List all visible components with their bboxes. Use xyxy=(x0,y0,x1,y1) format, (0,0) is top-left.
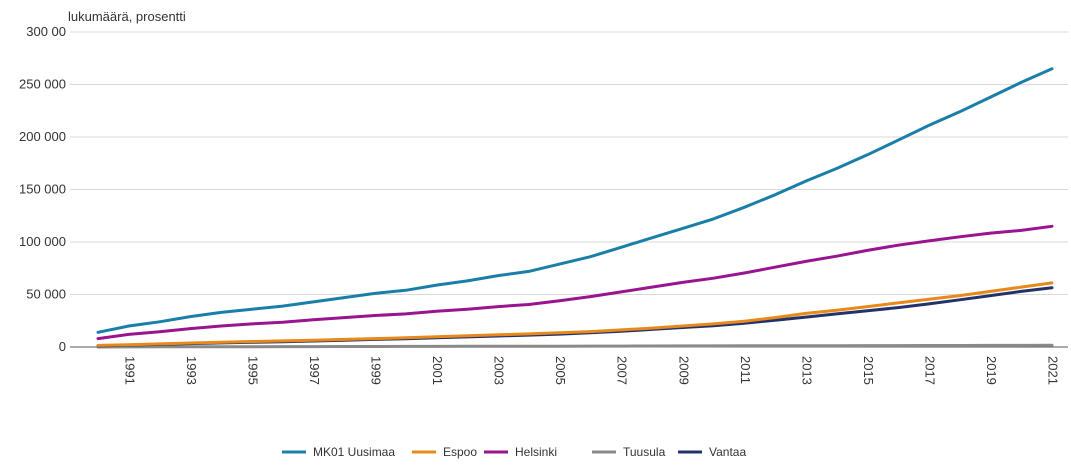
series-line-mk01-uusimaa xyxy=(96,67,1054,334)
x-tick-label: 1993 xyxy=(184,356,199,385)
x-tick-label: 1997 xyxy=(307,356,322,385)
legend-item-mk01-uusimaa[interactable]: MK01 Uusimaa xyxy=(282,445,395,459)
x-tick-label: 2019 xyxy=(984,356,999,385)
y-tick-label: 150 000 xyxy=(19,182,66,197)
series-line-espoo xyxy=(96,281,1054,347)
series-line-vantaa xyxy=(96,286,1054,348)
x-tick-label: 2001 xyxy=(430,356,445,385)
x-tick-label: 1991 xyxy=(122,356,137,385)
legend-item-vantaa[interactable]: Vantaa xyxy=(678,445,746,459)
x-tick-label: 2015 xyxy=(861,356,876,385)
legend: MK01 Uusimaa Espoo Helsinki Tuusula Vantaa xyxy=(282,445,746,459)
x-tick-label: 2009 xyxy=(676,356,691,385)
legend-label: Helsinki xyxy=(515,445,557,459)
y-tick-label: 0 xyxy=(59,339,66,354)
series-lines xyxy=(96,67,1054,349)
x-tick-label: 1995 xyxy=(245,356,260,385)
y-tick-label: 50 000 xyxy=(26,287,66,302)
legend-label: Vantaa xyxy=(709,445,746,459)
x-tick-label: 2013 xyxy=(799,356,814,385)
legend-label: MK01 Uusimaa xyxy=(313,445,395,459)
legend-label: Tuusula xyxy=(623,445,666,459)
x-tick-label: 2007 xyxy=(615,356,630,385)
legend-label: Espoo xyxy=(443,445,477,459)
x-tick-label: 2011 xyxy=(738,356,753,384)
series-line-helsinki xyxy=(96,224,1054,341)
series-line-tuusula xyxy=(96,343,1054,349)
legend-item-helsinki[interactable]: Helsinki xyxy=(484,445,557,459)
y-tick-label: 200 000 xyxy=(19,129,66,144)
x-axis: 1991 1993 1995 1997 1999 2001 2003 2005 2007 2009… xyxy=(122,356,1060,385)
gridlines xyxy=(70,31,1068,348)
x-tick-label: 2017 xyxy=(922,356,937,385)
x-tick-label: 1999 xyxy=(369,356,384,385)
legend-item-espoo[interactable]: Espoo xyxy=(412,445,477,459)
y-axis: 0 50 000 100 000 150 000 200 000 250 000 300 0… xyxy=(19,24,66,354)
x-tick-label: 2003 xyxy=(492,356,507,385)
y-tick-label: 100 000 xyxy=(19,234,66,249)
unit-label: lukumäärä, prosentti xyxy=(68,9,186,24)
x-tick-label: 2021 xyxy=(1046,356,1061,385)
legend-item-tuusula[interactable]: Tuusula xyxy=(592,445,666,459)
x-tick-label: 2005 xyxy=(553,356,568,385)
y-tick-label: 300 00 xyxy=(26,24,66,39)
y-tick-label: 250 000 xyxy=(19,77,66,92)
